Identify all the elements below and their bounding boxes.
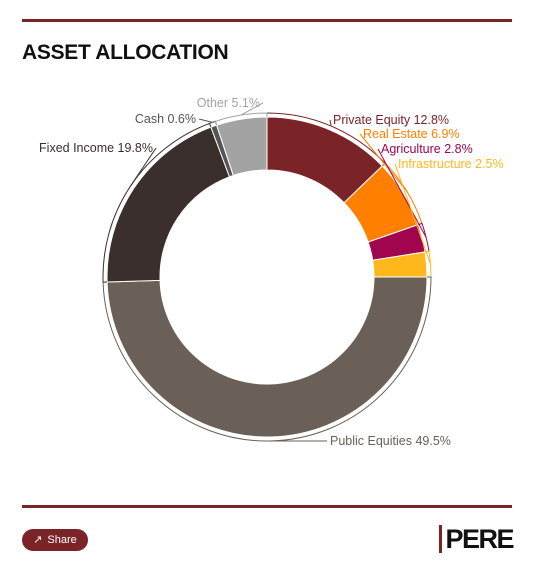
bottom-rule	[22, 505, 512, 508]
pere-logo: PERE	[439, 523, 514, 554]
top-rule	[22, 19, 512, 22]
connector-real-estate	[359, 133, 408, 192]
logo-bar	[439, 525, 443, 553]
connector-private-equity	[329, 119, 332, 127]
donut-chart: Private Equity 12.8%Real Estate 6.9%Agri…	[39, 96, 504, 448]
label-agriculture: Agriculture 2.8%	[381, 142, 473, 156]
connector-agriculture	[377, 148, 427, 238]
bracket-other	[214, 112, 268, 126]
label-infrastructure: Infrastructure 2.5%	[398, 157, 504, 171]
label-private-equity: Private Equity 12.8%	[333, 113, 449, 127]
connector-fixed-income	[130, 147, 157, 186]
share-icon: ↗	[33, 533, 43, 546]
chart-title: ASSET ALLOCATION	[22, 41, 229, 64]
bracket-public-equities	[102, 276, 432, 442]
label-public-equities: Public Equities 49.5%	[330, 434, 451, 448]
label-real-estate: Real Estate 6.9%	[363, 127, 460, 141]
slice-public-equities[interactable]	[106, 276, 428, 438]
share-button[interactable]: ↗ Share	[22, 529, 88, 551]
label-cash: Cash 0.6%	[135, 112, 196, 126]
share-label: Share	[47, 534, 77, 546]
label-other: Other 5.1%	[197, 96, 260, 110]
slice-other[interactable]	[215, 116, 268, 177]
logo-text: PERE	[445, 523, 514, 554]
connector-cash	[198, 118, 213, 123]
connector-infrastructure	[394, 163, 431, 265]
connector-other	[240, 102, 264, 116]
label-fixed-income: Fixed Income 19.8%	[39, 141, 153, 155]
